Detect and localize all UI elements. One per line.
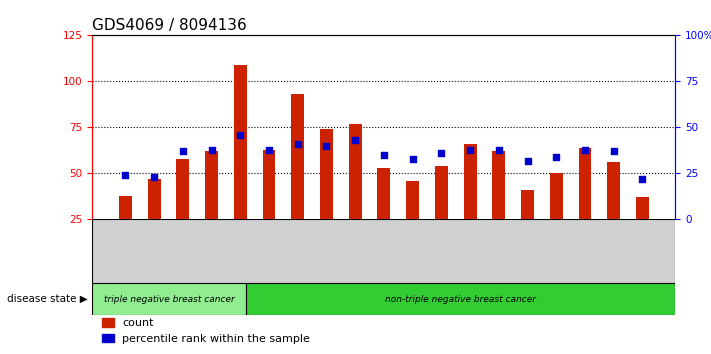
Bar (246, 283, 675, 315)
Bar (148, 179, 161, 266)
Point (493, 147, 505, 152)
Bar (550, 173, 563, 266)
Legend: count, percentile rank within the sample: count, percentile rank within the sample (98, 314, 315, 348)
Bar (119, 195, 132, 266)
Point (464, 147, 476, 152)
Point (550, 154, 562, 160)
Text: disease state ▶: disease state ▶ (7, 294, 88, 304)
Bar (464, 144, 476, 266)
Bar (579, 148, 592, 266)
Point (235, 132, 246, 138)
Point (579, 147, 591, 152)
Bar (521, 190, 534, 266)
Point (206, 147, 218, 152)
Point (177, 149, 188, 154)
Point (522, 158, 533, 164)
Bar (262, 149, 275, 266)
Text: triple negative breast cancer: triple negative breast cancer (104, 295, 235, 304)
Point (378, 152, 390, 158)
Bar (406, 181, 419, 266)
Bar (92, 283, 246, 315)
Point (149, 174, 160, 180)
Bar (320, 129, 333, 266)
Bar (234, 65, 247, 266)
Bar (349, 124, 362, 266)
Bar (607, 162, 620, 266)
Point (292, 141, 304, 147)
Text: non-triple negative breast cancer: non-triple negative breast cancer (385, 295, 536, 304)
Point (608, 149, 619, 154)
Point (321, 143, 332, 149)
Bar (205, 152, 218, 266)
Bar (176, 159, 189, 266)
Point (407, 156, 418, 161)
Point (350, 137, 361, 143)
Point (637, 176, 648, 182)
Point (119, 172, 131, 178)
Bar (435, 166, 448, 266)
Bar (292, 94, 304, 266)
Point (263, 147, 274, 152)
Text: GDS4069 / 8094136: GDS4069 / 8094136 (92, 18, 247, 33)
Bar (378, 168, 390, 266)
Bar (493, 152, 506, 266)
Point (436, 150, 447, 156)
Bar (636, 198, 649, 266)
